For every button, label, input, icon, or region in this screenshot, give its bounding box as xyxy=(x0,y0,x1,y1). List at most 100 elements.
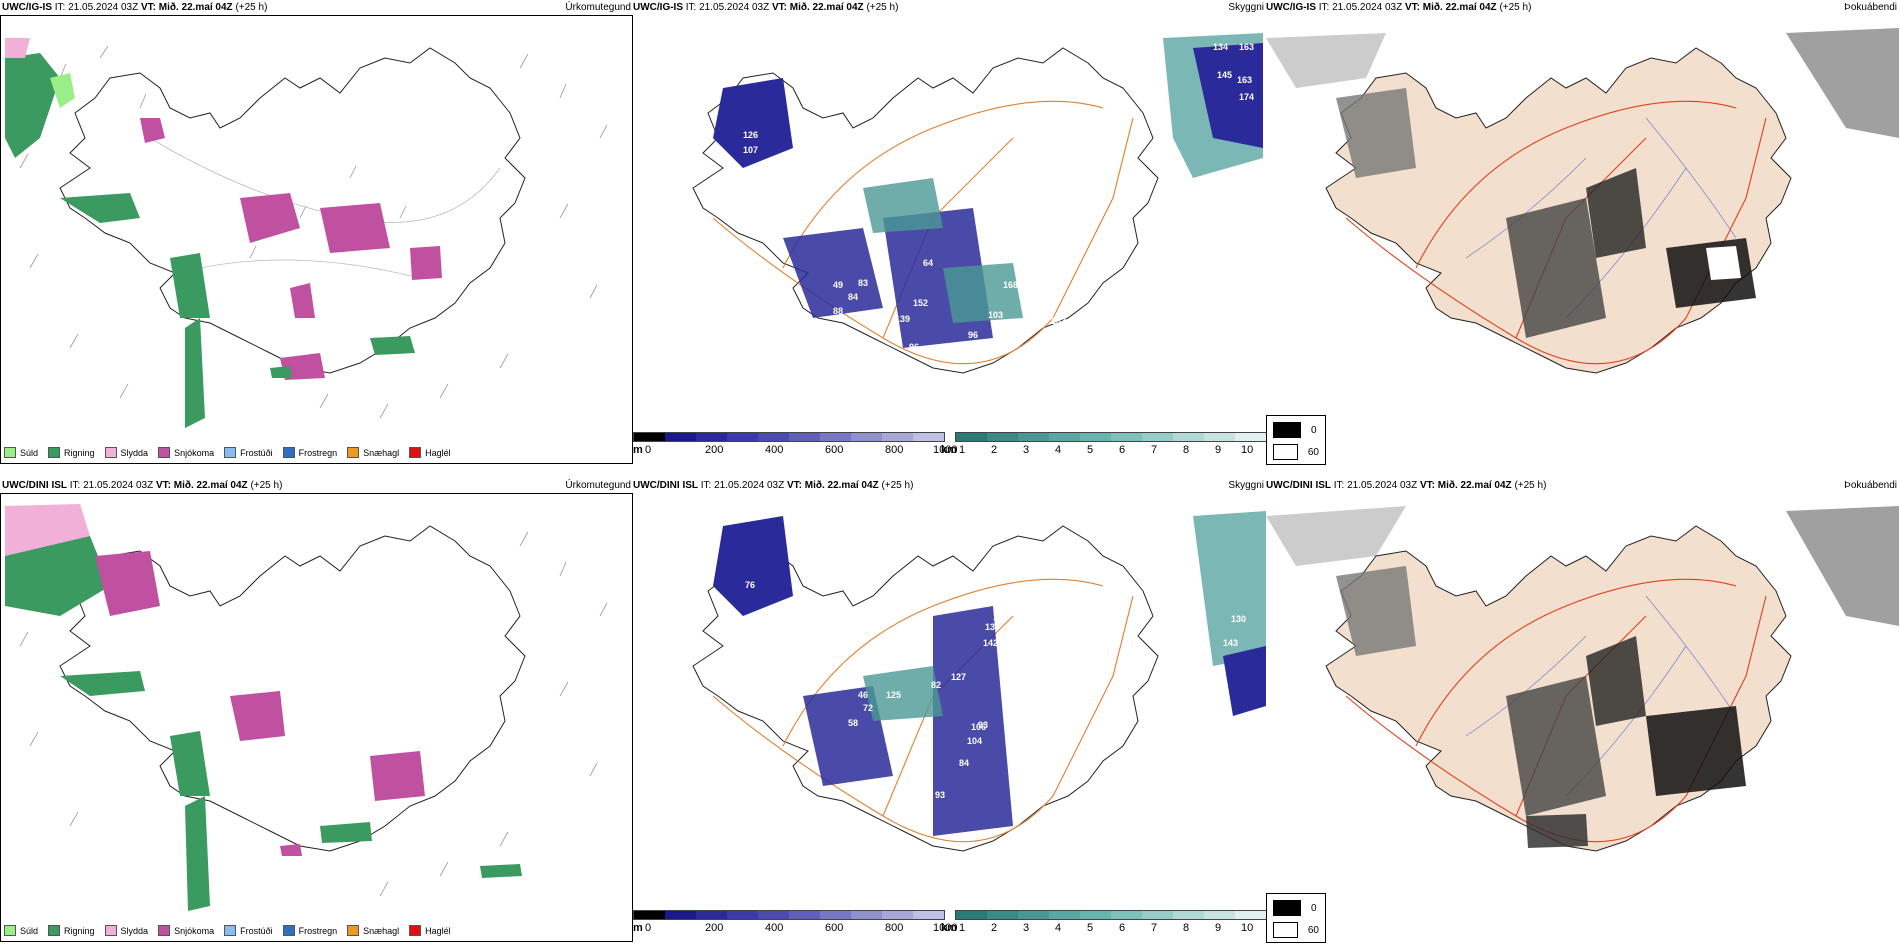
vis-label: 72 xyxy=(863,703,873,713)
vis-label: 118 xyxy=(923,30,938,40)
map-frame xyxy=(0,15,633,464)
legend-item: 0 xyxy=(1273,900,1319,916)
panel-header: UWC/DINI ISL IT: 21.05.2024 03Z VT: Mið.… xyxy=(2,480,283,491)
legend-item: Frostúði xyxy=(224,925,273,936)
vis-label: 134 xyxy=(1213,42,1228,52)
visibility-panel-row1: Skyggni UWC/IG-IS IT: 21.05.2024 03Z VT:… xyxy=(633,0,1267,472)
panel-header: UWC/IG-IS IT: 21.05.2024 03Z VT: Mið. 22… xyxy=(633,2,899,13)
vis-label: 126 xyxy=(743,130,758,140)
legend-swatch xyxy=(1273,444,1298,460)
legend-swatch xyxy=(282,447,295,458)
legend-item: Snæhagl xyxy=(347,447,399,458)
vis-label: 140 xyxy=(773,190,788,200)
legend-swatch xyxy=(1273,422,1301,438)
legend-item: Slydda xyxy=(104,925,148,936)
panel-title: Úrkomutegund xyxy=(565,480,631,491)
vis-label: 139 xyxy=(1007,704,1022,714)
legend-item: Haglél xyxy=(409,447,451,458)
vis-label: 125 xyxy=(886,690,901,700)
fog-index-panel-row2: UWC/DINI ISL IT: 21.05.2024 03Z VT: Mið.… xyxy=(1266,478,1899,950)
precip-areas xyxy=(5,38,442,428)
legend-item: Súld xyxy=(4,447,38,458)
vis-label: 96 xyxy=(909,342,919,352)
vis-label: 163 xyxy=(1239,42,1254,52)
vis-label: 163 xyxy=(1237,75,1252,85)
vis-label: 92 xyxy=(993,252,1003,262)
panel-title: Þokuábendi xyxy=(1844,480,1897,491)
vis-label: 69 xyxy=(911,786,921,796)
legend-swatch xyxy=(104,447,117,458)
vis-label: 82 xyxy=(931,680,941,690)
precip-legend: Súld Rigning Slydda Snjókoma Frostúði Fr… xyxy=(4,447,451,458)
vis-label: 152 xyxy=(913,298,928,308)
legend-item: Frostregn xyxy=(282,925,337,936)
vis-label: 139 xyxy=(895,314,910,324)
legend-swatch xyxy=(409,447,422,458)
legend-swatch xyxy=(48,925,61,936)
meters-bar xyxy=(633,910,945,920)
vis-label: 84 xyxy=(848,292,858,302)
vis-label: 93 xyxy=(978,720,988,730)
kilometers-bar xyxy=(955,432,1267,442)
vis-label: 104 xyxy=(967,736,982,746)
legend-swatch xyxy=(158,447,171,458)
vis-label: 107 xyxy=(743,145,758,155)
legend-swatch xyxy=(224,925,237,936)
legend-swatch xyxy=(4,925,16,936)
legend-item: Snjókoma xyxy=(158,447,214,458)
panel-title: Þokuábendi xyxy=(1844,2,1897,13)
meters-ticks: m 0 200 400 600 800 1000 xyxy=(633,444,958,456)
vis-label: 103 xyxy=(785,222,800,232)
vis-label: 178 xyxy=(893,46,908,56)
vis-label: 127 xyxy=(951,672,966,682)
vis-label: 45 xyxy=(669,648,679,658)
legend-item: Frostúði xyxy=(224,447,273,458)
vis-label: 142 xyxy=(983,638,998,648)
vis-label: 72 xyxy=(873,250,883,260)
legend-swatch xyxy=(4,447,16,458)
vis-label: 168 xyxy=(1003,280,1018,290)
vis-label: 130 xyxy=(985,622,1000,632)
visibility-map: 89 76 123 130 130 143 142 90 45 86 82 10… xyxy=(669,511,1266,852)
legend-swatch xyxy=(1273,922,1298,938)
visibility-colorbar: m 0 200 400 600 800 1000 km 1 2 3 4 5 6 … xyxy=(633,910,1267,938)
panel-header: UWC/DINI ISL IT: 21.05.2024 03Z VT: Mið.… xyxy=(633,480,914,491)
visibility-colorbar: m 0 200 400 600 800 1000 km 1 2 3 4 5 6 … xyxy=(633,432,1267,460)
precip-type-panel-row1: UWC/IG-IS IT: 21.05.2024 03Z VT: Mið. 22… xyxy=(0,0,633,472)
panel-header: UWC/IG-IS IT: 21.05.2024 03Z VT: Mið. 22… xyxy=(2,2,268,13)
panel-header: UWC/IG-IS IT: 21.05.2024 03Z VT: Mið. 22… xyxy=(1266,2,1532,13)
fog-index-map xyxy=(1266,506,1899,852)
legend-item: Haglél xyxy=(409,925,451,936)
vis-label: 64 xyxy=(923,258,933,268)
vis-label: 83 xyxy=(858,278,868,288)
precip-type-panel-row2: UWC/DINI ISL IT: 21.05.2024 03Z VT: Mið.… xyxy=(0,478,633,950)
vis-label: 10 xyxy=(908,364,918,374)
legend-item: 60 xyxy=(1273,444,1319,460)
legend-item: Rigning xyxy=(48,447,95,458)
vis-label: 48 xyxy=(667,238,677,248)
fog-legend: 0 60 xyxy=(1266,893,1326,943)
meters-ticks: m 0 200 400 600 800 1000 xyxy=(633,922,958,934)
vis-label: 89 xyxy=(798,550,808,560)
kilometers-ticks: km 1 2 3 4 5 6 7 8 9 10 xyxy=(941,444,1254,456)
vis-label: 86 xyxy=(793,610,803,620)
vis-label: 133 xyxy=(1051,316,1066,326)
legend-swatch xyxy=(347,925,360,936)
panel-header: UWC/DINI ISL IT: 21.05.2024 03Z VT: Mið.… xyxy=(1266,480,1547,491)
legend-item: Snjókoma xyxy=(158,925,214,936)
fog-legend: 0 60 xyxy=(1266,415,1326,465)
legend-swatch xyxy=(158,925,171,936)
vis-label: 103 xyxy=(988,310,1003,320)
legend-item: 60 xyxy=(1273,922,1319,938)
precip-type-map xyxy=(5,504,608,911)
low-visibility-areas xyxy=(713,516,1013,836)
fog-index-map xyxy=(1266,28,1899,374)
vis-label: 106 xyxy=(971,722,986,732)
vis-label: 57 xyxy=(933,384,943,394)
legend-item: Rigning xyxy=(48,925,95,936)
vis-label: 84 xyxy=(959,758,969,768)
vis-label: 58 xyxy=(848,718,858,728)
vis-label: 130 xyxy=(1231,614,1246,624)
vis-label: 82 xyxy=(808,332,818,342)
precip-areas xyxy=(5,504,522,911)
